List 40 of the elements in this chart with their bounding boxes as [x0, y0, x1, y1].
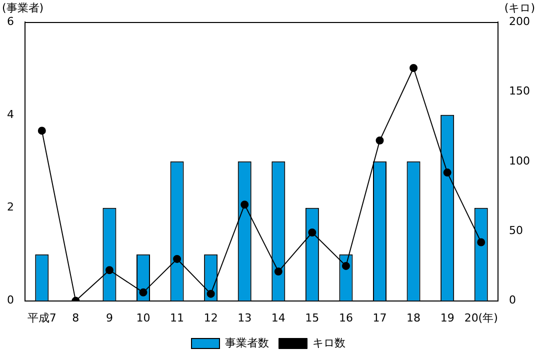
x-tick-label: 14	[271, 311, 286, 324]
y-axis-title: (事業者)	[2, 1, 44, 14]
point	[139, 288, 148, 296]
x-tick-label: 15	[305, 311, 320, 324]
x-tick-label: 17	[372, 311, 387, 324]
x-tick-label: 19	[440, 311, 454, 324]
y2-tick-label: 150	[509, 84, 530, 98]
point	[376, 136, 384, 144]
y2-tick-label: 50	[509, 224, 524, 237]
point	[38, 126, 46, 135]
point	[477, 238, 486, 246]
x-tick-label: 13	[238, 311, 252, 324]
y2-tick-label: 0	[509, 294, 516, 307]
x-tick-label: 16	[338, 311, 353, 324]
point	[105, 266, 114, 274]
x-tick-label: 平成7	[27, 311, 56, 324]
point	[410, 64, 418, 72]
y2-axis-title: (キロ)	[504, 1, 535, 14]
point	[443, 168, 452, 177]
x-tick-label: 10	[136, 311, 150, 324]
point	[308, 228, 316, 236]
y2-tick-label: 100	[509, 154, 530, 168]
legend-label: 事業者数	[225, 336, 269, 350]
x-tick-label: 12	[204, 311, 218, 324]
y-tick-label: 0	[7, 294, 14, 307]
point	[274, 268, 282, 276]
point	[206, 290, 215, 298]
x-tick-label: 11	[170, 311, 184, 324]
x-tick-label: 18	[406, 311, 421, 324]
y-tick-label: 2	[7, 200, 14, 214]
x-tick-label: 9	[106, 311, 113, 324]
x-tick-label: 8	[72, 311, 80, 324]
y-tick-label: 4	[7, 108, 14, 121]
y-tick-label: 6	[7, 14, 14, 28]
x-tick-label: 20(年)	[464, 311, 498, 324]
legend-label: キロ数	[312, 336, 346, 350]
point	[173, 254, 182, 263]
point	[240, 200, 249, 209]
point	[342, 262, 350, 270]
y2-tick-label: 200	[509, 14, 530, 28]
